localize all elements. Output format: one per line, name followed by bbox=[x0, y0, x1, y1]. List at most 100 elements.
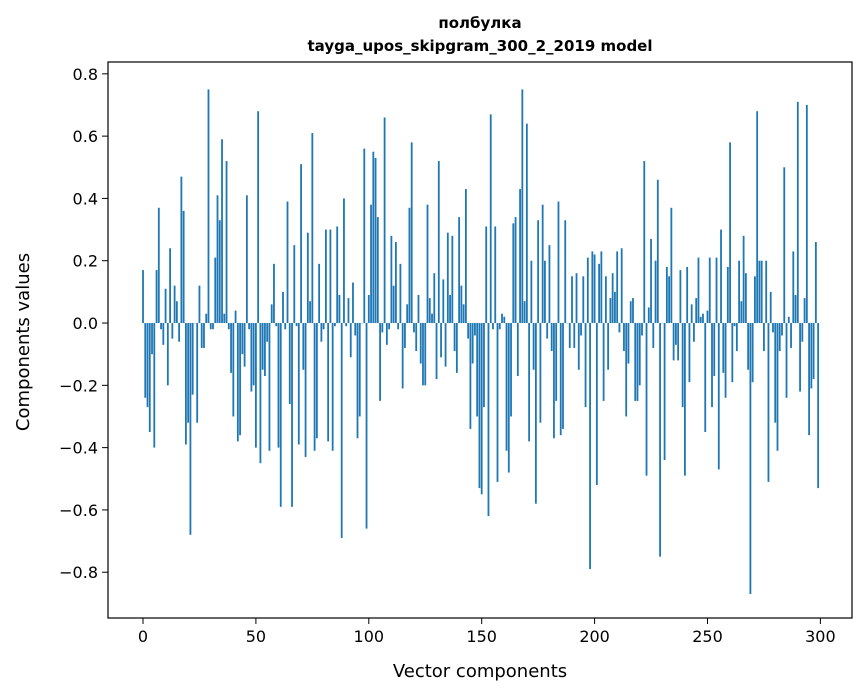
bar bbox=[813, 323, 815, 379]
bar bbox=[804, 298, 806, 323]
bar bbox=[515, 217, 517, 323]
bar bbox=[192, 323, 194, 395]
bar bbox=[400, 264, 402, 323]
bar bbox=[447, 233, 449, 323]
bar bbox=[479, 323, 481, 488]
bar bbox=[587, 258, 589, 323]
bar bbox=[779, 323, 781, 351]
bar bbox=[323, 323, 325, 329]
bar bbox=[151, 323, 153, 354]
bar bbox=[582, 276, 584, 323]
bar bbox=[199, 286, 201, 323]
bar bbox=[296, 323, 298, 326]
bar bbox=[668, 276, 670, 323]
y-tick-label: −0.4 bbox=[59, 439, 98, 458]
bar bbox=[307, 233, 309, 323]
bar bbox=[573, 323, 575, 348]
bar bbox=[266, 323, 268, 342]
bar bbox=[506, 323, 508, 451]
bar bbox=[176, 301, 178, 323]
bar bbox=[641, 323, 643, 335]
bar bbox=[341, 323, 343, 538]
bar bbox=[467, 323, 469, 339]
bar bbox=[790, 323, 792, 348]
bar bbox=[634, 323, 636, 401]
bar bbox=[311, 133, 313, 323]
bar bbox=[348, 298, 350, 323]
bar bbox=[772, 323, 774, 332]
bar bbox=[499, 323, 501, 329]
bar bbox=[187, 323, 189, 423]
bar bbox=[302, 323, 304, 370]
bar bbox=[628, 323, 630, 363]
bar bbox=[727, 267, 729, 323]
bar bbox=[395, 242, 397, 323]
bar bbox=[623, 323, 625, 351]
bar bbox=[698, 258, 700, 323]
x-tick-label: 50 bbox=[246, 627, 266, 646]
bar bbox=[354, 323, 356, 335]
bar bbox=[217, 195, 219, 323]
bar bbox=[456, 323, 458, 373]
bar bbox=[409, 208, 411, 323]
bar bbox=[208, 89, 210, 323]
bar bbox=[713, 323, 715, 376]
bar bbox=[239, 323, 241, 435]
bar bbox=[609, 298, 611, 323]
bar bbox=[729, 142, 731, 323]
bar bbox=[535, 323, 537, 504]
bar bbox=[754, 276, 756, 323]
bar bbox=[483, 323, 485, 407]
bar bbox=[413, 323, 415, 332]
bar bbox=[162, 323, 164, 345]
bar bbox=[368, 295, 370, 323]
bar bbox=[740, 301, 742, 323]
bar bbox=[418, 295, 420, 323]
bar bbox=[578, 323, 580, 370]
bar bbox=[648, 307, 650, 323]
y-tick-label: 0.0 bbox=[73, 314, 98, 333]
bar bbox=[716, 258, 718, 323]
bar bbox=[652, 323, 654, 348]
bar bbox=[619, 323, 621, 332]
bar bbox=[528, 323, 530, 441]
bar bbox=[422, 323, 424, 385]
bar bbox=[564, 220, 566, 323]
bar bbox=[363, 149, 365, 323]
bar bbox=[781, 323, 783, 335]
bar bbox=[375, 158, 377, 323]
bar bbox=[508, 323, 510, 473]
bar bbox=[783, 167, 785, 323]
bar bbox=[253, 323, 255, 385]
bar bbox=[142, 270, 144, 323]
bar bbox=[476, 323, 478, 416]
bar bbox=[720, 230, 722, 323]
bar bbox=[442, 279, 444, 323]
bar bbox=[293, 245, 295, 323]
bar bbox=[282, 292, 284, 323]
x-tick-label: 150 bbox=[466, 627, 497, 646]
bar bbox=[673, 323, 675, 360]
bar bbox=[571, 276, 573, 323]
bar bbox=[625, 323, 627, 416]
bar bbox=[768, 323, 770, 482]
bar bbox=[458, 217, 460, 323]
bar bbox=[786, 323, 788, 398]
bar bbox=[156, 270, 158, 323]
bar bbox=[250, 323, 252, 392]
bar bbox=[390, 236, 392, 323]
bar bbox=[691, 304, 693, 323]
bar bbox=[269, 323, 271, 451]
bar bbox=[298, 323, 300, 444]
bar bbox=[226, 161, 228, 323]
x-tick-label: 100 bbox=[354, 627, 385, 646]
bar bbox=[576, 273, 578, 323]
bar bbox=[273, 264, 275, 323]
bar bbox=[334, 323, 336, 326]
bar bbox=[275, 323, 277, 326]
bar bbox=[666, 267, 668, 323]
bar bbox=[287, 202, 289, 323]
bar bbox=[492, 323, 494, 329]
y-tick-label: 0.4 bbox=[73, 189, 98, 208]
